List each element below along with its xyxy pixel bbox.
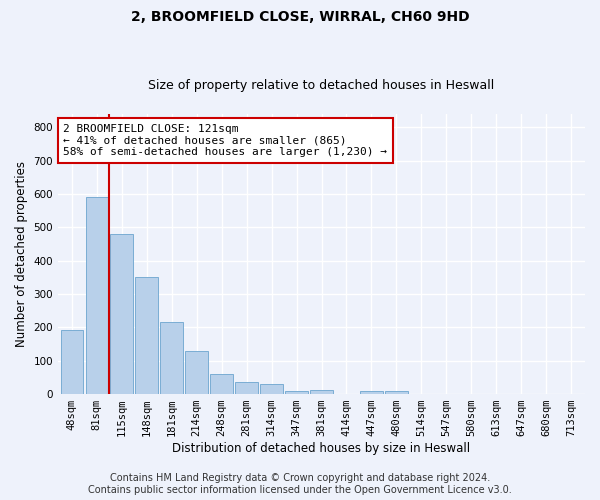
Text: 2, BROOMFIELD CLOSE, WIRRAL, CH60 9HD: 2, BROOMFIELD CLOSE, WIRRAL, CH60 9HD (131, 10, 469, 24)
Bar (385, 390, 407, 394)
Bar (235, 382, 258, 394)
Text: 2 BROOMFIELD CLOSE: 121sqm
← 41% of detached houses are smaller (865)
58% of sem: 2 BROOMFIELD CLOSE: 121sqm ← 41% of deta… (64, 124, 388, 157)
Bar (286, 390, 308, 394)
Bar (160, 322, 183, 394)
Bar (185, 350, 208, 394)
Bar (136, 278, 158, 394)
Bar (310, 390, 333, 394)
Bar (110, 234, 133, 394)
Bar (86, 198, 108, 394)
Bar (211, 374, 233, 394)
Title: Size of property relative to detached houses in Heswall: Size of property relative to detached ho… (148, 79, 494, 92)
X-axis label: Distribution of detached houses by size in Heswall: Distribution of detached houses by size … (172, 442, 470, 455)
Bar (260, 384, 283, 394)
Text: Contains HM Land Registry data © Crown copyright and database right 2024.
Contai: Contains HM Land Registry data © Crown c… (88, 474, 512, 495)
Bar (61, 330, 83, 394)
Y-axis label: Number of detached properties: Number of detached properties (15, 161, 28, 347)
Bar (360, 390, 383, 394)
